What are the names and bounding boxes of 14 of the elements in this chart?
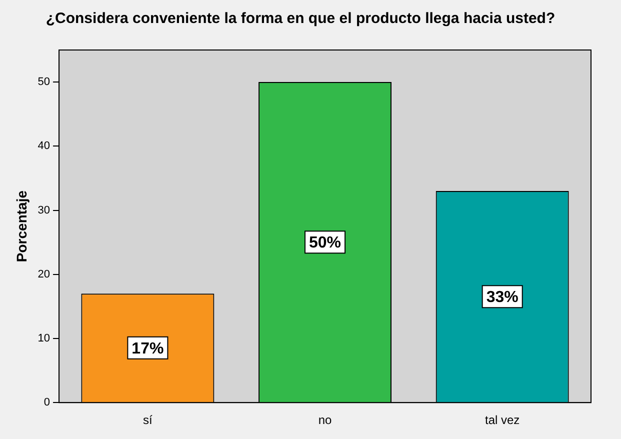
y-tick-label: 20 [38,268,50,280]
x-tick-label: no [318,413,332,428]
y-tick-label: 10 [38,332,50,345]
y-tick-label: 40 [38,140,50,152]
chart-title: ¿Considera conveniente la forma en que el producto llega hacia usted? [46,10,556,28]
y-tick-label: 50 [38,76,50,88]
data-label: 33% [486,288,518,306]
y-tick-label: 0 [44,396,50,409]
x-tick-label: tal vez [484,413,520,428]
y-tick-label: 30 [38,204,50,216]
data-label: 17% [132,340,164,358]
y-axis-title: Porcentaje [13,190,30,262]
x-tick-label: sí [143,413,154,428]
data-label: 50% [309,234,342,252]
